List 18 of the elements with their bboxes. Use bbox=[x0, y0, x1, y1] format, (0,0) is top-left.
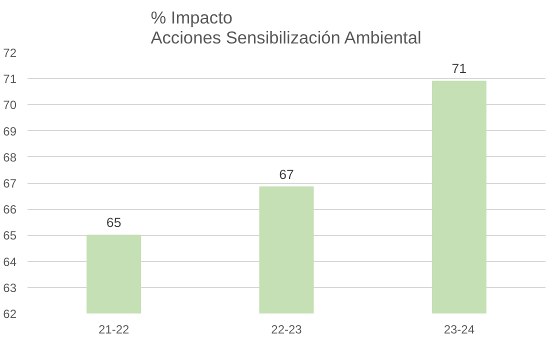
y-tick-label: 64 bbox=[3, 254, 17, 269]
y-tick-label: 66 bbox=[3, 202, 17, 217]
y-tick-label: 69 bbox=[3, 124, 17, 138]
y-tick-label: 62 bbox=[3, 307, 17, 321]
y-tick-label: 70 bbox=[3, 98, 17, 112]
y-tick-label: 67 bbox=[3, 176, 17, 190]
y-tick-label: 72 bbox=[3, 46, 17, 60]
chart-title: % Impacto Acciones Sensibilización Ambiental bbox=[150, 8, 422, 48]
data-label: 67 bbox=[279, 166, 294, 182]
y-tick-label: 63 bbox=[3, 280, 17, 295]
x-tick-label: 22-23 bbox=[271, 322, 302, 336]
data-label: 65 bbox=[106, 215, 122, 230]
y-tick-label: 71 bbox=[3, 72, 17, 86]
x-tick-label: 21-22 bbox=[98, 322, 130, 336]
x-tick-label: 23-24 bbox=[444, 322, 475, 336]
y-tick-label: 68 bbox=[3, 150, 17, 164]
y-tick-label: 65 bbox=[3, 228, 17, 243]
data-label: 71 bbox=[452, 61, 467, 76]
